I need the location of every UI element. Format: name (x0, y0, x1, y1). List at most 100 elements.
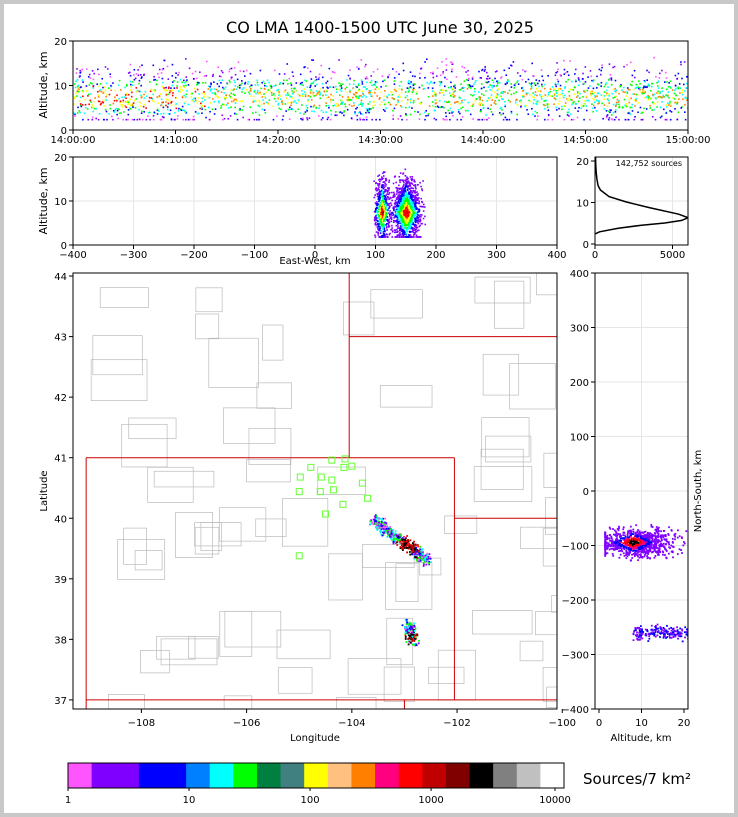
time-altitude-source (657, 90, 659, 93)
time-altitude-source (104, 66, 107, 68)
time-altitude-source (134, 106, 137, 109)
time-altitude-source (171, 81, 174, 83)
time-altitude-source (304, 79, 306, 82)
time-altitude-source (114, 89, 117, 92)
time-altitude-source (105, 110, 108, 113)
county-outline (156, 635, 196, 660)
time-altitude-source (174, 112, 176, 114)
time-altitude-source (365, 88, 368, 91)
eastwest-source (379, 206, 382, 209)
time-altitude-source (606, 114, 609, 116)
time-altitude-source (383, 95, 385, 97)
eastwest-source (382, 201, 385, 204)
eastwest-source (381, 205, 383, 207)
time-altitude-source (167, 87, 170, 90)
county-outline (347, 658, 402, 695)
time-altitude-source (138, 79, 141, 82)
eastwest-source (411, 199, 414, 202)
eastwest-source (416, 197, 419, 199)
eastwest-source (379, 180, 381, 183)
plan-view-source (382, 531, 384, 534)
eastwest-source (395, 224, 398, 227)
time-altitude-source (513, 87, 515, 89)
time-altitude-source (592, 104, 595, 107)
eastwest-source (374, 202, 377, 204)
time-altitude-source (371, 95, 373, 98)
plan-view-source (414, 634, 417, 637)
time-altitude-source (302, 117, 304, 120)
time-altitude-source (573, 93, 576, 95)
time-altitude-source (522, 90, 524, 92)
eastwest-source (376, 217, 378, 219)
time-altitude-source (331, 70, 334, 73)
eastwest-source (379, 209, 382, 212)
eastwest-source (406, 182, 408, 184)
plan-view-source (416, 556, 418, 559)
time-altitude-source (278, 91, 280, 93)
time-altitude-source (197, 97, 199, 99)
eastwest-source (400, 236, 403, 238)
eastwest-source (396, 204, 399, 207)
eastwest-source (402, 202, 405, 204)
time-altitude-source (585, 95, 587, 98)
plan-view-source (376, 525, 379, 528)
time-altitude-source (472, 118, 474, 120)
plan-view-xtick-label: −106 (233, 718, 260, 729)
eastwest-source (399, 218, 402, 220)
time-altitude-source (651, 82, 654, 85)
northsouth-source (624, 534, 626, 537)
county-outline (383, 666, 415, 702)
time-altitude-source (632, 93, 635, 95)
time-altitude-source (92, 100, 95, 103)
time-altitude-source (148, 96, 151, 99)
time-altitude-source (208, 118, 211, 121)
plan-view-source (423, 555, 425, 557)
time-altitude-source (633, 69, 636, 72)
time-altitude-source (487, 75, 489, 78)
time-altitude-source (601, 64, 603, 66)
eastwest-source (373, 218, 376, 220)
time-altitude-source (496, 82, 499, 85)
eastwest-source (398, 219, 401, 222)
time-altitude-source (157, 102, 159, 104)
time-altitude-source (432, 76, 435, 79)
time-altitude-source (567, 97, 569, 100)
eastwest-source (422, 180, 424, 182)
time-altitude-source (413, 87, 415, 90)
time-altitude-source (260, 93, 262, 95)
eastwest-source (375, 231, 378, 233)
time-altitude-source (605, 110, 608, 112)
time-altitude-source (333, 104, 336, 107)
time-altitude-source (419, 77, 421, 79)
time-altitude-source (563, 68, 566, 71)
eastwest-source (387, 191, 389, 193)
time-altitude-source (349, 89, 351, 92)
time-altitude-source (664, 118, 666, 121)
eastwest-source (415, 187, 417, 190)
time-altitude-source (658, 77, 661, 79)
time-altitude-source (171, 89, 173, 92)
time-altitude-source (358, 104, 360, 106)
eastwest-source (389, 213, 391, 216)
plan-view-source (377, 523, 380, 526)
plan-view-source (372, 523, 375, 525)
eastwest-source (387, 196, 390, 199)
time-altitude-source (350, 117, 353, 119)
time-altitude-source (369, 101, 371, 103)
eastwest-source (380, 199, 383, 202)
time-altitude-source (407, 98, 409, 101)
eastwest-source (388, 221, 390, 224)
eastwest-source (414, 186, 417, 189)
time-altitude-source (175, 107, 178, 110)
time-altitude-source (679, 92, 681, 94)
time-altitude-source (555, 106, 557, 109)
eastwest-source (384, 179, 387, 182)
time-altitude-source (556, 62, 558, 64)
eastwest-source (376, 193, 379, 196)
time-altitude-source (539, 90, 542, 93)
plan-view-source (410, 631, 413, 634)
time-altitude-source (263, 109, 266, 111)
time-altitude-source (307, 67, 309, 69)
plan-view-source (397, 535, 400, 538)
eastwest-source (403, 209, 405, 212)
